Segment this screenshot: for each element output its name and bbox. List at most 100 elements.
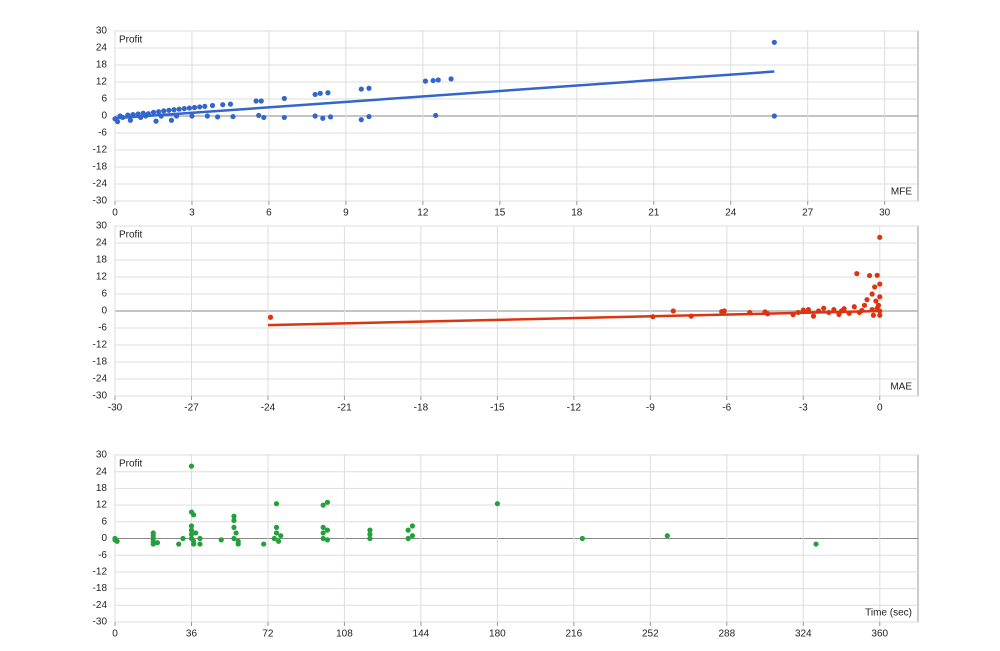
point bbox=[231, 513, 237, 519]
y-tick-label: 30 bbox=[96, 221, 108, 232]
point bbox=[202, 103, 208, 109]
y-tick-label: -6 bbox=[98, 550, 107, 561]
x-tick-label: -15 bbox=[490, 403, 505, 414]
point bbox=[861, 302, 868, 308]
point bbox=[422, 78, 429, 84]
point bbox=[579, 535, 585, 542]
point bbox=[771, 113, 777, 119]
y-tick-label: 30 bbox=[96, 450, 108, 461]
point bbox=[320, 502, 326, 508]
point bbox=[771, 39, 777, 45]
x-tick-label: 252 bbox=[642, 629, 659, 640]
point bbox=[150, 530, 156, 536]
x-tick-label: 216 bbox=[566, 629, 583, 640]
point bbox=[197, 541, 203, 547]
point bbox=[877, 294, 883, 300]
point bbox=[872, 284, 878, 290]
y-tick-label: 12 bbox=[96, 77, 108, 88]
x-tick-label: 0 bbox=[112, 208, 118, 219]
y-tick-label: 0 bbox=[101, 111, 107, 122]
point bbox=[320, 530, 326, 536]
point bbox=[168, 117, 175, 123]
point bbox=[188, 463, 195, 469]
y-axis-label: Profit bbox=[119, 459, 143, 470]
point bbox=[366, 113, 372, 120]
y-tick-label: -6 bbox=[98, 128, 107, 139]
point bbox=[320, 535, 326, 542]
point bbox=[805, 306, 811, 313]
y-tick-label: -18 bbox=[93, 583, 108, 594]
point bbox=[273, 501, 280, 507]
point bbox=[191, 541, 197, 547]
y-tick-label: -6 bbox=[98, 323, 107, 334]
point bbox=[273, 524, 280, 530]
y-tick-label: -24 bbox=[93, 600, 108, 611]
point bbox=[324, 537, 331, 543]
point bbox=[874, 305, 880, 311]
point bbox=[253, 98, 259, 104]
point bbox=[869, 291, 875, 297]
trend-line bbox=[114, 70, 775, 120]
point bbox=[258, 98, 264, 104]
x-tick-label: -18 bbox=[414, 403, 429, 414]
point bbox=[327, 114, 334, 120]
x-tick-label: 21 bbox=[648, 208, 660, 219]
y-tick-label: 6 bbox=[101, 289, 107, 300]
point bbox=[231, 517, 237, 524]
point bbox=[273, 530, 280, 536]
x-tick-label: -12 bbox=[567, 403, 582, 414]
x-tick-label: 36 bbox=[186, 629, 198, 640]
y-axis-label: Profit bbox=[119, 230, 143, 241]
x-tick-label: 108 bbox=[336, 629, 353, 640]
point bbox=[220, 102, 226, 108]
point bbox=[114, 538, 120, 544]
x-tick-label: 0 bbox=[877, 403, 883, 414]
y-tick-label: 12 bbox=[96, 272, 108, 283]
point bbox=[320, 524, 326, 530]
point bbox=[874, 272, 880, 278]
y-tick-label: -18 bbox=[93, 357, 108, 368]
x-tick-label: 12 bbox=[417, 208, 429, 219]
point bbox=[312, 113, 318, 119]
point bbox=[256, 112, 262, 119]
point bbox=[261, 114, 267, 121]
point bbox=[877, 234, 883, 240]
point bbox=[233, 530, 239, 536]
point bbox=[312, 91, 318, 98]
point bbox=[231, 535, 237, 542]
y-tick-label: -30 bbox=[93, 391, 108, 402]
point bbox=[278, 533, 284, 539]
x-tick-label: 30 bbox=[879, 208, 891, 219]
y-tick-label: -30 bbox=[93, 617, 108, 628]
y-tick-label: 0 bbox=[101, 306, 107, 317]
point bbox=[127, 117, 133, 123]
y-tick-label: 30 bbox=[96, 26, 108, 37]
x-tick-label: 72 bbox=[262, 629, 274, 640]
point bbox=[193, 530, 199, 536]
x-tick-label: 360 bbox=[871, 629, 888, 640]
point bbox=[154, 540, 161, 546]
y-axis-label: Profit bbox=[119, 35, 143, 46]
x-tick-label: -27 bbox=[184, 403, 199, 414]
point bbox=[176, 541, 182, 547]
x-tick-label: -21 bbox=[337, 403, 352, 414]
y-tick-label: -30 bbox=[93, 196, 108, 207]
point bbox=[866, 272, 873, 279]
point bbox=[877, 281, 883, 287]
x-tick-label: 3 bbox=[189, 208, 195, 219]
point bbox=[191, 104, 198, 111]
point bbox=[324, 499, 331, 505]
point bbox=[494, 501, 500, 507]
point bbox=[409, 523, 416, 529]
x-tick-label: 15 bbox=[494, 208, 506, 219]
y-tick-label: 18 bbox=[96, 255, 108, 266]
y-tick-label: -24 bbox=[93, 179, 108, 190]
point bbox=[180, 535, 186, 542]
y-tick-label: -24 bbox=[93, 374, 108, 385]
point bbox=[197, 104, 203, 110]
x-tick-label: 288 bbox=[718, 629, 735, 640]
point bbox=[409, 533, 416, 539]
point bbox=[271, 535, 277, 542]
x-tick-label: 24 bbox=[725, 208, 737, 219]
point bbox=[188, 527, 195, 533]
